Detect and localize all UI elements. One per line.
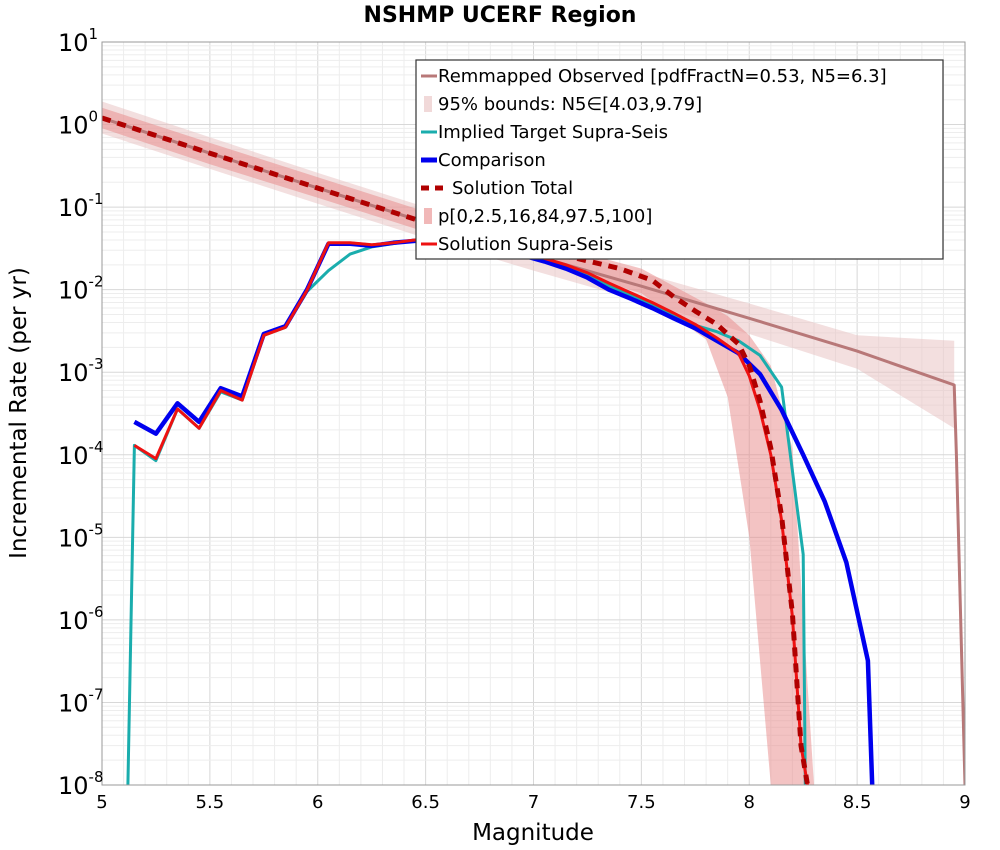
legend-swatch xyxy=(424,96,432,112)
y-tick-label: 100 xyxy=(58,108,98,140)
uncertainty-bands xyxy=(102,101,955,785)
x-tick-label: 6 xyxy=(312,792,323,813)
y-tick-label: 10-6 xyxy=(58,603,104,635)
x-tick-label: 6.5 xyxy=(411,792,440,813)
x-tick-label: 8.5 xyxy=(843,792,872,813)
series-line xyxy=(102,116,965,785)
x-tick-label: 5.5 xyxy=(196,792,225,813)
legend-label: Remmapped Observed [pdfFractN=0.53, N5=6… xyxy=(438,66,887,87)
legend-label: Solution Supra-Seis xyxy=(438,234,613,255)
y-tick-label: 10-3 xyxy=(58,355,104,387)
y-tick-label: 10-1 xyxy=(58,190,104,222)
y-axis-label: Incremental Rate (per yr) xyxy=(6,267,32,559)
y-tick-labels: 101 100 10-1 10-2 10-3 10-4 10-5 10-6 10-7 10-8 xyxy=(58,25,104,800)
x-axis-label: Magnitude xyxy=(472,820,594,846)
y-tick-label: 10-7 xyxy=(58,685,104,717)
x-tick-label: 7.5 xyxy=(627,792,656,813)
x-tick-label: 8 xyxy=(744,792,755,813)
y-tick-label: 10-4 xyxy=(58,438,104,470)
legend-label: Comparison xyxy=(438,150,546,171)
x-tick-label: 5 xyxy=(96,792,107,813)
chart-title: NSHMP UCERF Region xyxy=(364,3,637,28)
legend-box xyxy=(415,59,944,260)
legend-label: Implied Target Supra-Seis xyxy=(438,122,668,143)
legend-label: Solution Total xyxy=(452,178,573,199)
x-tick-labels: 5 5.5 6 6.5 7 7.5 8 8.5 9 xyxy=(96,792,970,813)
legend-label: 95% bounds: N5∈[4.03,9.79] xyxy=(438,94,702,115)
y-tick-label: 10-5 xyxy=(58,520,104,552)
x-tick-label: 7 xyxy=(528,792,539,813)
plot-frame xyxy=(101,41,966,786)
y-tick-label: 10-8 xyxy=(58,768,104,800)
legend-label: p[0,2.5,16,84,97.5,100] xyxy=(438,206,652,227)
y-tick-label: 101 xyxy=(58,25,98,57)
series-band xyxy=(102,107,814,785)
y-tick-label: 10-2 xyxy=(58,273,104,305)
legend-swatch xyxy=(424,208,432,224)
legend: Remmapped Observed [pdfFractN=0.53, N5=6… xyxy=(415,59,944,260)
x-tick-label: 9 xyxy=(959,792,970,813)
